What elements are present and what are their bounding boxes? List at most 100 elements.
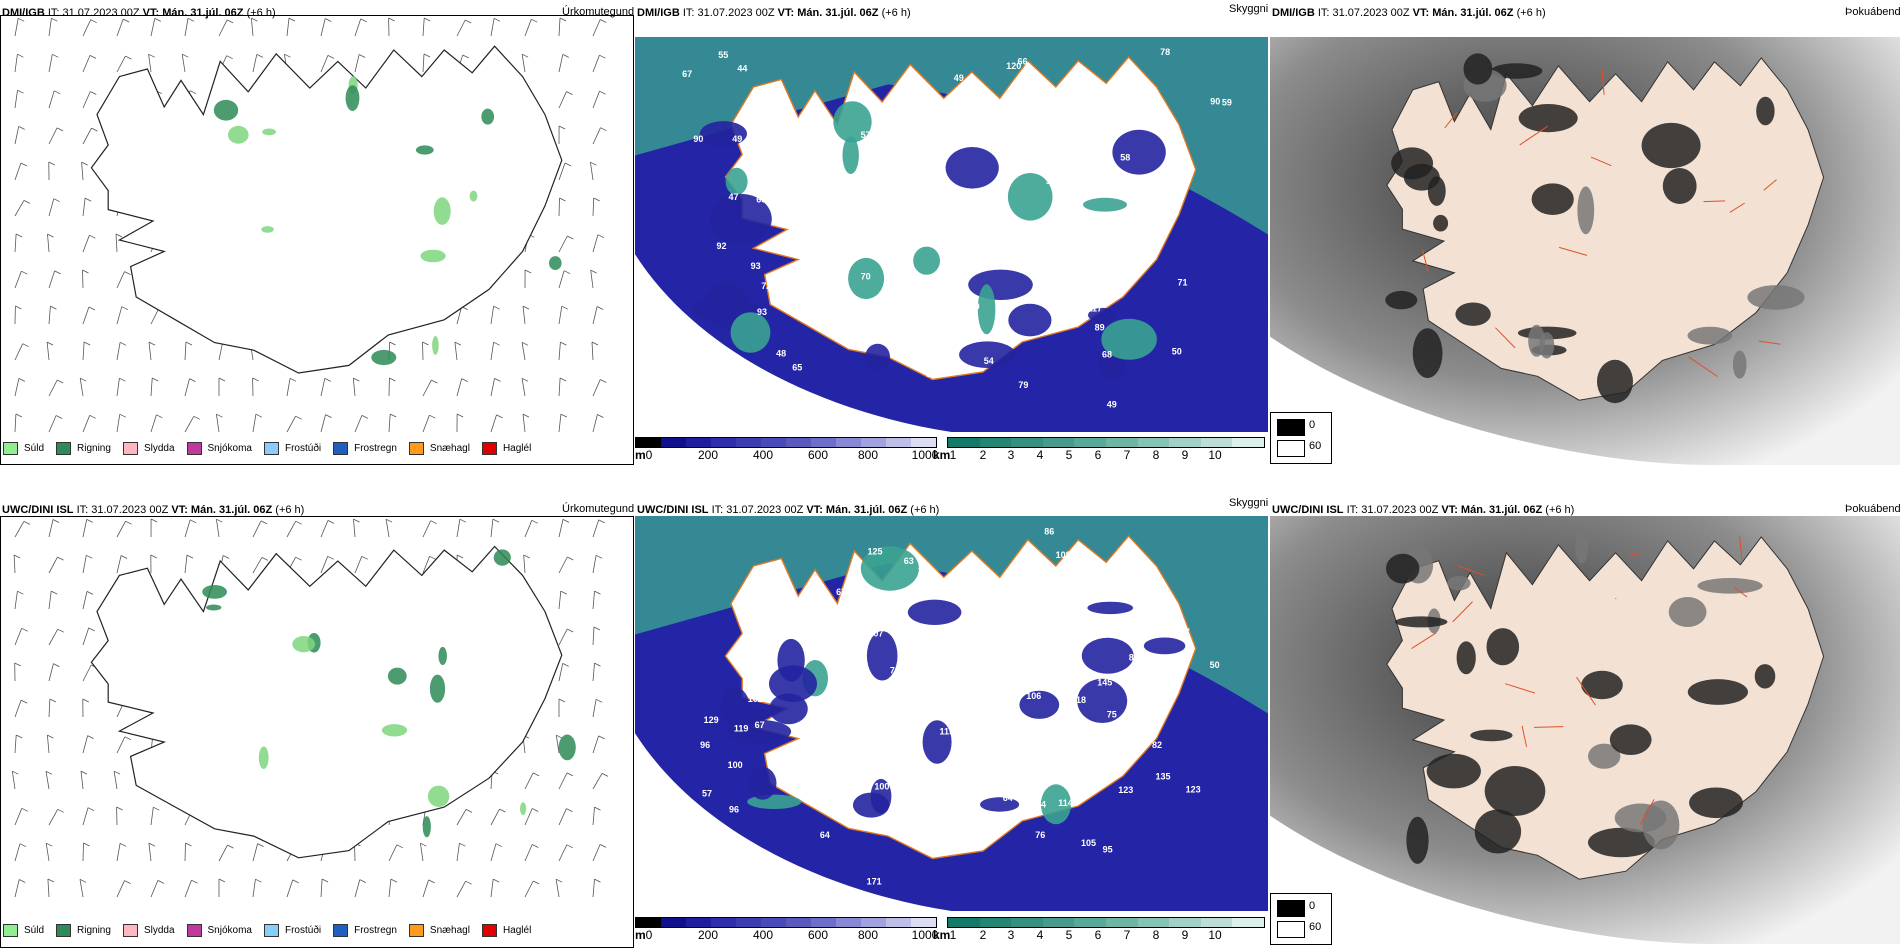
visibility-tick: 8 xyxy=(1152,448,1160,462)
wind-barb-flag xyxy=(223,555,230,559)
wind-barb-flag xyxy=(499,808,506,813)
wind-barb-flag xyxy=(327,55,335,59)
wind-barb xyxy=(490,18,495,37)
wind-barb xyxy=(592,197,595,217)
wind-barb-flag xyxy=(187,17,195,22)
wind-barb xyxy=(48,127,58,145)
visibility-tick: 3 xyxy=(1007,928,1015,942)
rain-patch xyxy=(202,585,228,599)
row2-precip-legend: Súld Rigning Slydda Snjókoma Frostúði Fr… xyxy=(3,924,531,937)
wind-barb-flag xyxy=(492,518,500,523)
cloud-patch xyxy=(1641,122,1701,169)
visibility-label: 90 xyxy=(693,134,703,144)
visibility-tick: 7 xyxy=(1123,928,1131,942)
wind-barb-flag xyxy=(80,770,88,775)
road xyxy=(1688,356,1718,377)
visibility-map-svg: 97 65 44 93 48 120 136 90 46 68 47 78 50 73 70 93 44 61 58… xyxy=(635,37,1268,432)
wind-barb xyxy=(48,809,59,826)
wind-barb-flag xyxy=(52,519,60,523)
visibility-label: 50 xyxy=(1172,347,1182,357)
visibility-tick: 8 xyxy=(1152,928,1160,942)
wind-barb xyxy=(150,880,159,898)
wind-barb-flag xyxy=(593,626,601,631)
cloud-legend-light-label: 60 xyxy=(1309,440,1322,452)
row2-visibility-title: Skyggni xyxy=(1229,497,1269,509)
wind-barb-flag xyxy=(260,520,268,525)
wind-barb xyxy=(524,772,534,790)
visibility-label: 168 xyxy=(1148,700,1163,710)
wind-barb xyxy=(320,556,329,574)
wind-barb xyxy=(456,809,467,826)
wind-barb-flag xyxy=(52,53,59,58)
visibility-label: 47 xyxy=(729,192,739,202)
legend-snaehagl: Snæhagl xyxy=(408,924,470,937)
visibility-label: 83 xyxy=(700,371,710,381)
wind-barb xyxy=(113,771,118,790)
wind-barb xyxy=(14,378,20,397)
cloud-patch xyxy=(1403,163,1440,191)
wind-barb xyxy=(592,306,598,325)
wind-barb xyxy=(558,414,562,433)
wind-barb-flag xyxy=(148,53,155,58)
rain-patch xyxy=(432,336,439,355)
ceiling-tick: 1000 xyxy=(911,928,939,942)
wind-barb xyxy=(558,663,564,682)
wind-barb xyxy=(354,54,360,73)
cloud-map-svg xyxy=(1270,516,1900,944)
visibility-label: 121 xyxy=(974,765,989,775)
wind-barb xyxy=(14,162,22,181)
wind-barb xyxy=(558,162,566,181)
wind-barb-flag xyxy=(226,19,234,24)
wind-barb-flag xyxy=(532,844,539,848)
wind-barb-flag xyxy=(53,198,60,203)
wind-barb-flag xyxy=(567,235,574,240)
wind-barb xyxy=(592,519,600,538)
wind-barb xyxy=(148,54,152,73)
wind-barb xyxy=(14,271,22,289)
wind-barb-flag xyxy=(465,809,473,813)
visibility-label: 50 xyxy=(1210,660,1220,670)
rain-patch xyxy=(258,746,269,769)
wind-barb-flag xyxy=(124,736,132,741)
road xyxy=(1519,125,1549,146)
wind-barb xyxy=(14,200,25,217)
wind-barb-flag xyxy=(150,554,157,559)
wind-barb-flag xyxy=(120,555,128,559)
legend-swatch xyxy=(56,924,72,937)
road xyxy=(1495,327,1516,349)
visibility-label: 52 xyxy=(898,94,908,104)
cloud-patch xyxy=(1088,307,1117,323)
wind-barb-flag xyxy=(599,844,607,848)
legend-frostregn: Frostregn xyxy=(333,924,397,937)
wind-barb-flag xyxy=(522,305,530,310)
wind-barb-flag xyxy=(216,518,223,523)
rain-patch xyxy=(228,125,249,144)
visibility-label: 64 xyxy=(1003,793,1013,803)
wind-barb-flag xyxy=(15,233,23,238)
visibility-label: 67 xyxy=(755,720,765,730)
cloud-patch xyxy=(842,136,859,175)
visibility-unit: km xyxy=(933,448,951,462)
wind-barb xyxy=(320,520,329,538)
wind-barb xyxy=(45,843,50,862)
wind-barb xyxy=(82,91,91,109)
wind-barb xyxy=(116,18,124,37)
wind-barb-flag xyxy=(154,18,161,22)
wind-barb xyxy=(115,233,118,253)
precip-map-svg xyxy=(11,518,609,898)
wind-barb-flag xyxy=(594,806,601,811)
wind-barb-flag xyxy=(600,379,607,383)
wind-barb xyxy=(184,378,190,397)
wind-barb-flag xyxy=(47,734,54,739)
wind-barb-flag xyxy=(148,842,156,847)
wind-barb-flag xyxy=(56,127,64,132)
cloud-patch xyxy=(907,599,962,625)
wind-barb-flag xyxy=(430,520,437,525)
wind-barb-flag xyxy=(361,555,368,560)
visibility-label: 89 xyxy=(1095,322,1105,332)
wind-barb-flag xyxy=(493,341,500,346)
row1-precip-map xyxy=(0,15,634,465)
visibility-label: 93 xyxy=(910,190,920,200)
wind-barb-flag xyxy=(113,770,121,775)
wind-barb xyxy=(184,880,192,898)
